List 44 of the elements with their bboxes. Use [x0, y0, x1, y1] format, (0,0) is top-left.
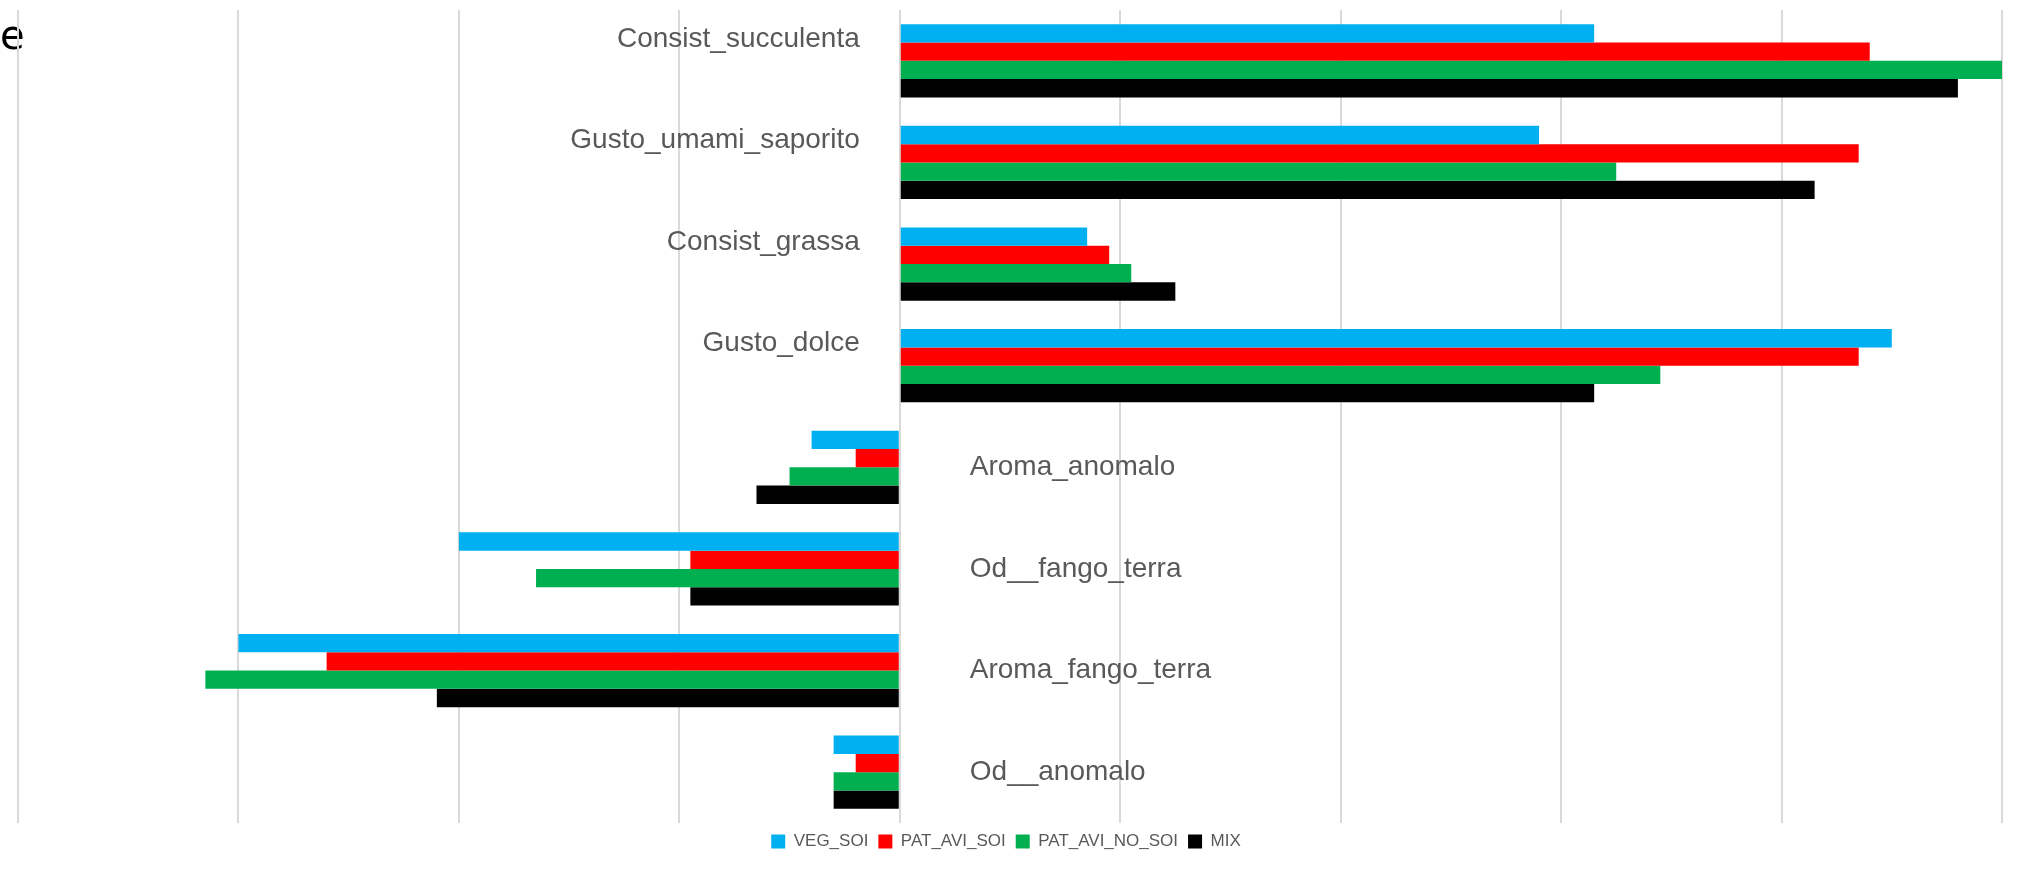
bar: [900, 79, 1958, 98]
y-tick-label: Gusto_umami_saporito: [570, 123, 860, 155]
legend-label: VEG_SOI: [793, 831, 869, 851]
bar: [789, 467, 899, 486]
bar: [900, 245, 1110, 265]
legend-label: PAT_AVI_SOI: [900, 831, 1006, 851]
bar: [900, 180, 1815, 200]
bar: [900, 329, 1892, 348]
bar: [900, 227, 1088, 246]
legend-label: PAT_AVI_NO_SOI: [1038, 831, 1179, 851]
bar: [855, 449, 899, 468]
bar: [900, 365, 1661, 384]
bar: [690, 550, 899, 569]
bar: [536, 568, 899, 588]
bar: [690, 587, 899, 606]
bar: [900, 125, 1540, 145]
bar: [900, 24, 1595, 43]
y-tick-label: Consist_grassa: [666, 224, 861, 256]
bar: [436, 688, 899, 708]
bar: [900, 144, 1859, 163]
bar: [833, 772, 899, 791]
bar: [900, 42, 1870, 61]
bar: [833, 790, 899, 809]
bar: [205, 670, 899, 689]
bar: [756, 485, 899, 504]
bar: [855, 753, 899, 773]
bar: [900, 383, 1595, 403]
y-tick-label: Gusto_dolce: [702, 326, 860, 358]
bar: [326, 652, 899, 671]
y-tick-label: Aroma_fango_terra: [969, 653, 1212, 685]
bar: [833, 735, 899, 754]
bar: [900, 347, 1859, 366]
y-tick-label: Aroma_anomalo: [969, 450, 1176, 482]
bar: [900, 282, 1176, 301]
y-tick-label: Od__fango_terra: [969, 551, 1182, 583]
bar: [900, 264, 1132, 283]
bar: [238, 633, 899, 653]
bar: [900, 162, 1617, 181]
y-tick-label: Consist_succulenta: [616, 21, 861, 53]
bar: [458, 532, 899, 551]
legend-label: MIX: [1210, 831, 1241, 851]
y-tick-label: Od__anomalo: [969, 754, 1146, 786]
bar: [900, 60, 2002, 80]
bar: [811, 430, 899, 450]
